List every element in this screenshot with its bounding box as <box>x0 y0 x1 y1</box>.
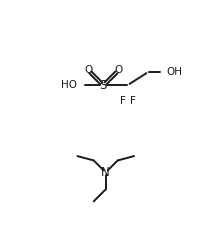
Text: O: O <box>114 65 122 75</box>
Text: OH: OH <box>166 66 182 76</box>
Text: S: S <box>99 79 107 92</box>
Text: O: O <box>84 65 92 75</box>
Text: F: F <box>119 96 125 106</box>
Text: HO: HO <box>61 80 77 90</box>
Text: F: F <box>130 96 136 106</box>
Text: N: N <box>101 166 110 179</box>
